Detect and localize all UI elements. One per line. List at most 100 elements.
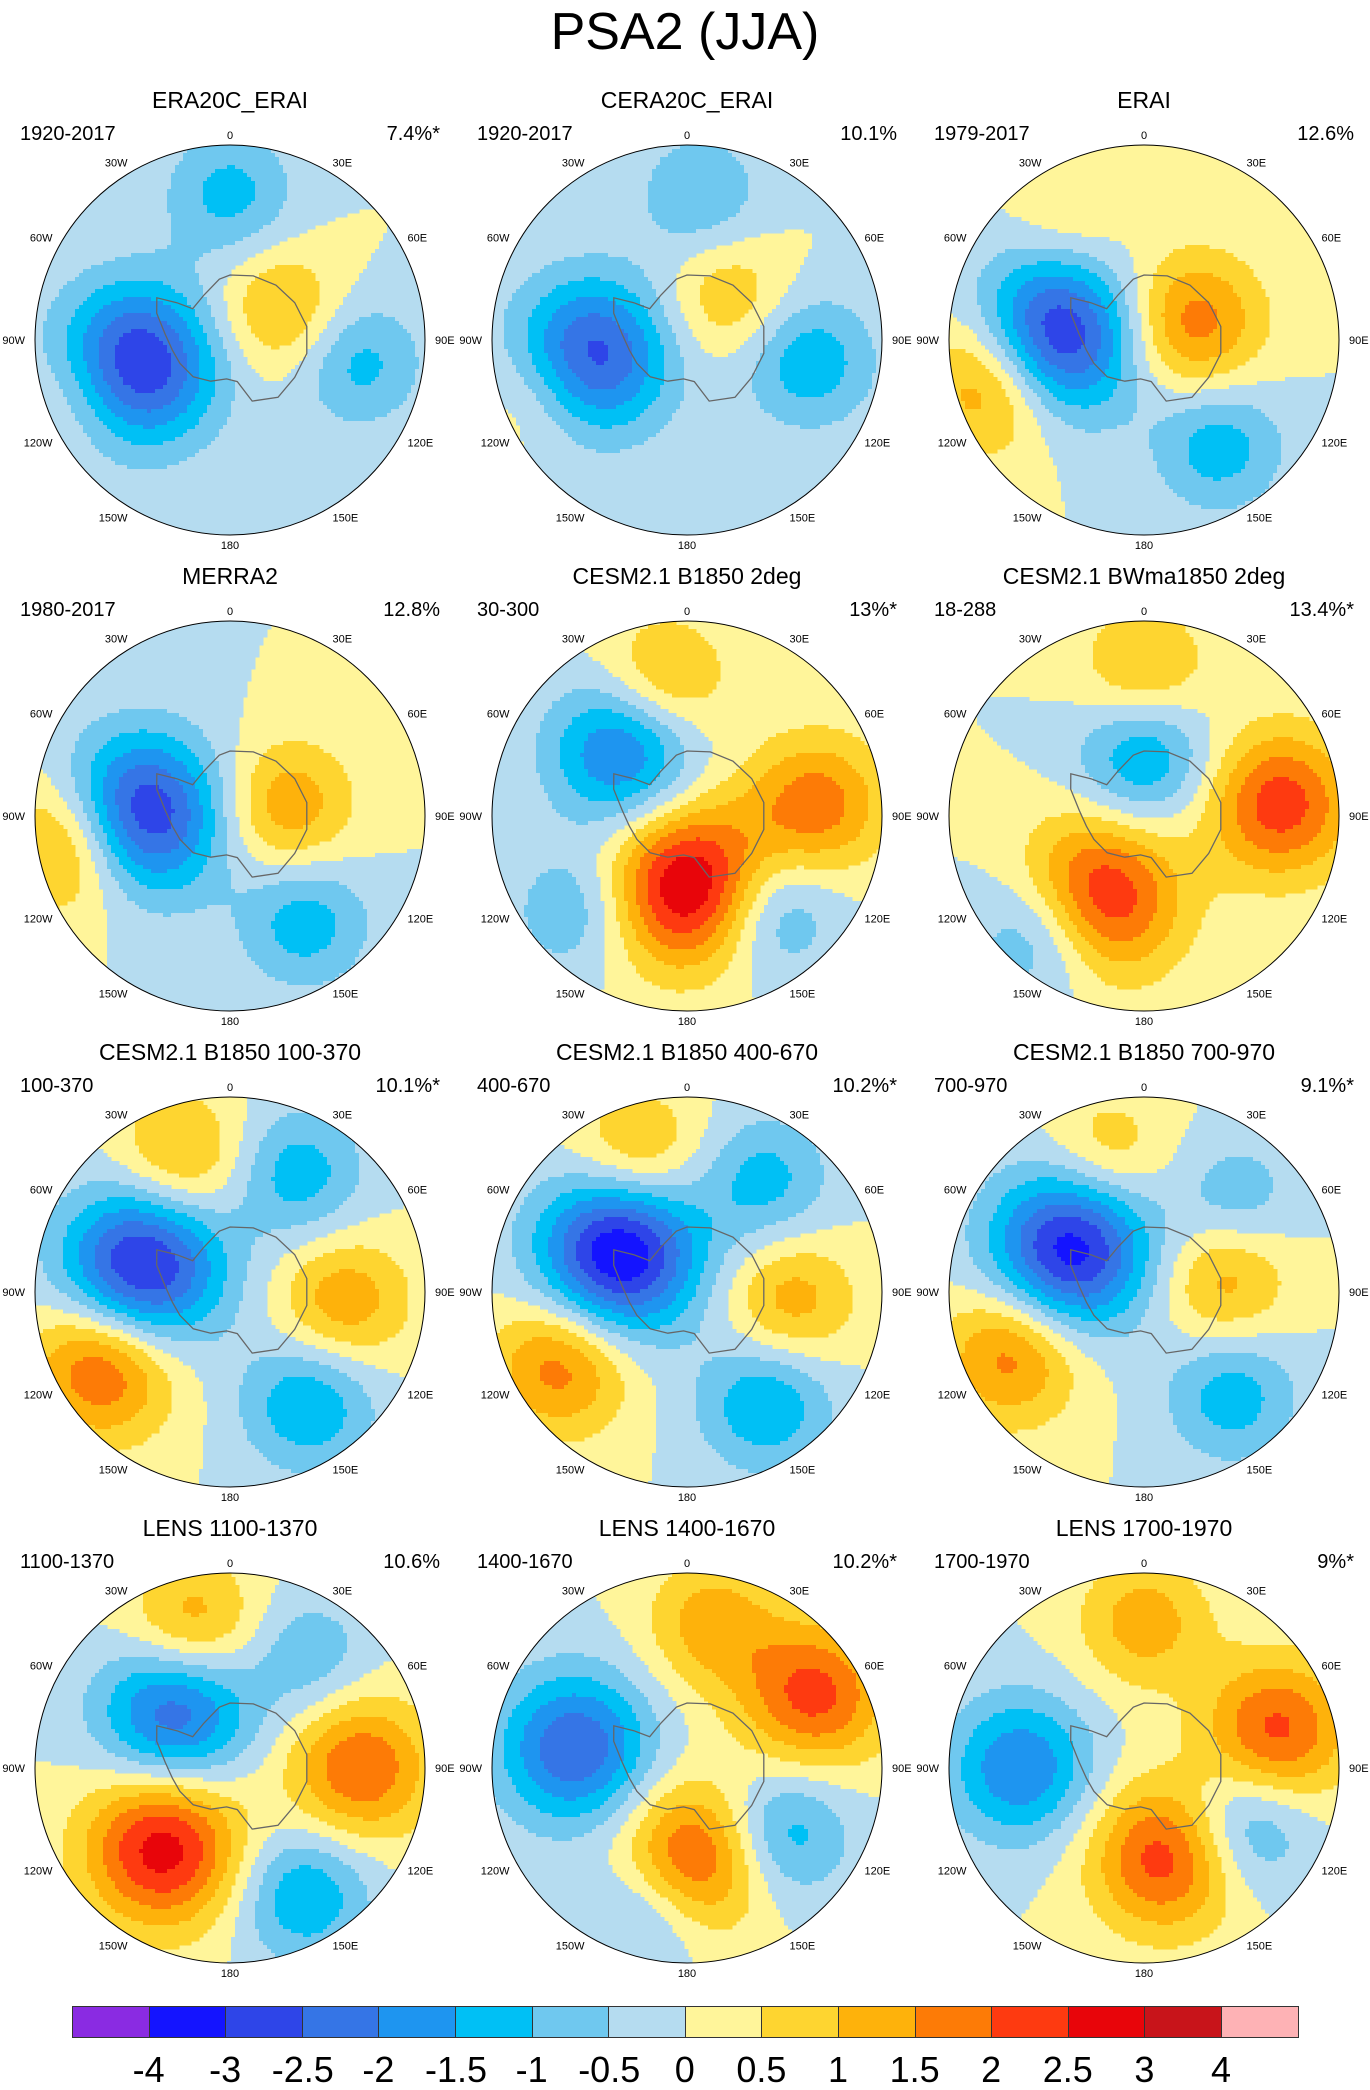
anomaly-field — [459, 592, 915, 1032]
longitude-label: 0 — [227, 1558, 233, 1570]
longitude-label: 120W — [481, 1390, 510, 1402]
longitude-label: 90W — [2, 811, 25, 823]
longitude-label: 120E — [408, 438, 434, 450]
longitude-label: 150W — [1013, 1941, 1042, 1953]
longitude-label: 60W — [487, 1185, 510, 1197]
longitude-label: 0 — [1141, 1082, 1147, 1094]
longitude-label: 90E — [1349, 1763, 1369, 1775]
longitude-label: 120W — [24, 1866, 53, 1878]
colorbar-tick-label: 0 — [655, 2050, 715, 2090]
longitude-label: 60W — [487, 709, 510, 721]
longitude-label: 150W — [1013, 513, 1042, 525]
longitude-label: 0 — [1141, 1558, 1147, 1570]
longitude-label: 30E — [333, 1586, 353, 1598]
longitude-label: 90W — [2, 1763, 25, 1775]
longitude-label: 60E — [1322, 233, 1342, 245]
longitude-label: 120W — [24, 1390, 53, 1402]
colorbar-tick-label: 1.5 — [885, 2050, 945, 2090]
longitude-label: 180 — [678, 1016, 696, 1028]
colorbar-swatch — [1221, 2006, 1299, 2038]
colorbar-swatch — [1068, 2006, 1146, 2038]
colorbar-swatch — [455, 2006, 533, 2038]
longitude-label: 120W — [481, 914, 510, 926]
longitude-label: 30W — [105, 158, 128, 170]
panel-title: CESM2.1 B1850 700-970 — [916, 1038, 1370, 1066]
longitude-label: 120E — [865, 1390, 891, 1402]
longitude-label: 60E — [865, 1661, 885, 1673]
longitude-label: 90W — [459, 1287, 482, 1299]
longitude-label: 90W — [916, 1763, 939, 1775]
colorbar-swatch — [685, 2006, 763, 2038]
colorbar-tick-label: 4 — [1191, 2050, 1251, 2090]
longitude-label: 30W — [562, 1110, 585, 1122]
longitude-label: 30E — [790, 158, 810, 170]
longitude-label: 30E — [1247, 158, 1267, 170]
longitude-label: 30W — [105, 1586, 128, 1598]
longitude-label: 150E — [790, 513, 816, 525]
colorbar-tick-label: -1.5 — [425, 2050, 485, 2090]
longitude-label: 180 — [1135, 540, 1153, 552]
longitude-label: 60W — [944, 233, 967, 245]
longitude-label: 60W — [30, 709, 53, 721]
longitude-label: 180 — [678, 1968, 696, 1980]
longitude-label: 150W — [1013, 989, 1042, 1001]
panel-title: ERA20C_ERAI — [2, 86, 458, 114]
longitude-label: 90W — [916, 1287, 939, 1299]
longitude-label: 120E — [408, 1866, 434, 1878]
anomaly-field — [2, 592, 458, 1032]
longitude-label: 120W — [938, 438, 967, 450]
longitude-label: 30W — [1019, 158, 1042, 170]
longitude-label: 150E — [790, 1941, 816, 1953]
longitude-label: 30E — [790, 1586, 810, 1598]
longitude-label: 60W — [944, 709, 967, 721]
longitude-label: 60E — [408, 1661, 428, 1673]
anomaly-field — [459, 1068, 915, 1508]
longitude-label: 150E — [1247, 1941, 1273, 1953]
longitude-label: 180 — [221, 540, 239, 552]
colorbar-swatch — [225, 2006, 303, 2038]
longitude-label: 30E — [333, 1110, 353, 1122]
longitude-label: 30W — [562, 634, 585, 646]
panel-title: ERAI — [916, 86, 1370, 114]
longitude-label: 150E — [790, 989, 816, 1001]
longitude-label: 120E — [1322, 914, 1348, 926]
longitude-label: 120E — [865, 914, 891, 926]
longitude-label: 90E — [1349, 1287, 1369, 1299]
longitude-label: 120W — [24, 438, 53, 450]
longitude-label: 60W — [30, 233, 53, 245]
longitude-label: 120W — [938, 1390, 967, 1402]
longitude-label: 180 — [1135, 1016, 1153, 1028]
anomaly-field — [2, 116, 458, 556]
longitude-label: 150E — [333, 1941, 359, 1953]
longitude-label: 0 — [684, 1082, 690, 1094]
anomaly-field — [459, 116, 915, 556]
colorbar-tick-label: -0.5 — [578, 2050, 638, 2090]
longitude-label: 120E — [1322, 1866, 1348, 1878]
longitude-label: 60W — [487, 1661, 510, 1673]
longitude-label: 150W — [1013, 1465, 1042, 1477]
panel-title: MERRA2 — [2, 562, 458, 590]
longitude-label: 150W — [99, 513, 128, 525]
longitude-label: 120W — [481, 438, 510, 450]
longitude-label: 30E — [1247, 1110, 1267, 1122]
longitude-label: 60E — [408, 709, 428, 721]
longitude-label: 0 — [684, 1558, 690, 1570]
longitude-label: 150W — [99, 1465, 128, 1477]
colorbar-swatch — [532, 2006, 610, 2038]
panel-title: LENS 1400-1670 — [459, 1514, 915, 1542]
longitude-label: 0 — [684, 130, 690, 142]
longitude-label: 180 — [678, 1492, 696, 1504]
longitude-label: 120W — [24, 914, 53, 926]
